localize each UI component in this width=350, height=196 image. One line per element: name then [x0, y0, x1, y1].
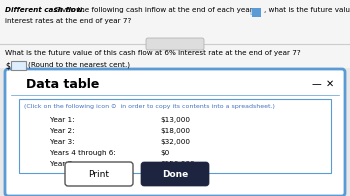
Bar [255, 8, 258, 11]
Bar [258, 11, 260, 14]
Text: (Click on the following icon ⊙  in order to copy its contents into a spreadsheet: (Click on the following icon ⊙ in order … [24, 104, 275, 109]
Text: $18,000: $18,000 [160, 128, 190, 134]
Bar [252, 14, 254, 16]
Text: $0: $0 [160, 150, 169, 156]
Text: Year 7:: Year 7: [50, 161, 75, 167]
Text: Print: Print [89, 170, 110, 179]
FancyBboxPatch shape [10, 61, 26, 70]
Text: Given the following cash inflow at the end of each year,: Given the following cash inflow at the e… [52, 7, 255, 13]
Text: (Round to the nearest cent.): (Round to the nearest cent.) [28, 61, 130, 67]
Text: [: [ [249, 7, 252, 14]
Text: Done: Done [162, 170, 188, 179]
Text: —: — [312, 79, 322, 89]
Text: Different cash flow.: Different cash flow. [5, 7, 85, 13]
Bar [252, 8, 254, 11]
Text: Years 4 through 6:: Years 4 through 6: [50, 150, 116, 156]
Bar [258, 8, 260, 11]
FancyBboxPatch shape [146, 38, 204, 50]
Text: $: $ [5, 61, 10, 70]
Text: $13,000: $13,000 [160, 117, 190, 123]
Bar [258, 14, 260, 16]
FancyBboxPatch shape [65, 162, 133, 186]
Text: , what is the future value of this cash flow at 6%, 8%, and 15%: , what is the future value of this cash … [264, 7, 350, 13]
Text: ✕: ✕ [326, 79, 334, 89]
Bar [252, 11, 254, 14]
Text: interest rates at the end of year 7?: interest rates at the end of year 7? [5, 18, 131, 24]
Text: $150,000: $150,000 [160, 161, 195, 167]
FancyBboxPatch shape [5, 69, 345, 196]
FancyBboxPatch shape [19, 99, 331, 173]
Bar [255, 14, 258, 16]
Bar [255, 11, 258, 14]
Text: Year 2:: Year 2: [50, 128, 75, 134]
FancyBboxPatch shape [0, 0, 350, 68]
Text: Year 1:: Year 1: [50, 117, 75, 123]
Text: $32,000: $32,000 [160, 139, 190, 145]
Text: Data table: Data table [26, 78, 99, 91]
Text: Year 3:: Year 3: [50, 139, 75, 145]
FancyBboxPatch shape [141, 162, 209, 186]
Text: What is the future value of this cash flow at 6% interest rate at the end of yea: What is the future value of this cash fl… [5, 50, 301, 56]
